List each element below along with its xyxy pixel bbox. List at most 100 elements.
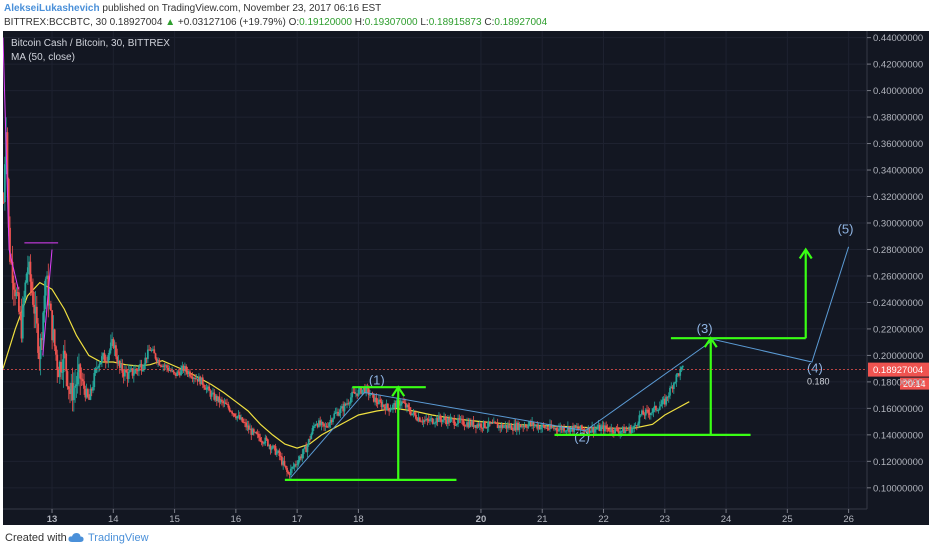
candle-body: [445, 420, 448, 425]
candle-body: [494, 421, 497, 424]
candle-body: [674, 382, 677, 384]
chart-area[interactable]: (1) (2) (3) (4) (5) 0.18927004 20:14 0.180 0.1…: [3, 31, 929, 525]
candle-body: [618, 431, 620, 434]
candle-body: [33, 304, 36, 314]
candle-body: [324, 425, 327, 427]
candle-body: [243, 422, 246, 424]
candle-body: [538, 425, 541, 430]
candle-body: [300, 456, 302, 459]
candle-body: [11, 261, 14, 284]
candle-body: [101, 356, 103, 363]
candle-body: [235, 416, 237, 419]
candle-body: [349, 397, 352, 403]
candle-body: [554, 427, 557, 429]
candle-body: [116, 356, 119, 364]
candle-body: [593, 429, 596, 433]
candle-body: [134, 369, 137, 374]
candle-body: [177, 371, 180, 373]
candle-body: [238, 415, 241, 420]
candle-body: [413, 412, 416, 415]
candle-body: [219, 399, 222, 403]
candle-body: [337, 411, 339, 416]
candle-body: [394, 403, 397, 409]
grid-lines: [3, 31, 867, 509]
candle-body: [237, 415, 240, 417]
candle-body: [88, 396, 91, 400]
candle-body: [199, 376, 202, 385]
candle-body: [635, 425, 638, 427]
candle-body: [206, 386, 209, 388]
candle-body: [245, 422, 248, 428]
candle-body: [605, 425, 608, 429]
candle-body: [215, 395, 218, 402]
candle-body: [357, 389, 360, 396]
author-link[interactable]: AlekseiLukashevich: [4, 3, 100, 14]
candle-body: [318, 420, 320, 427]
candle-body: [504, 425, 507, 427]
candle-body: [112, 339, 115, 348]
candle-body: [21, 304, 24, 339]
time-tick-label: 25: [782, 514, 793, 525]
candle-body: [292, 466, 295, 468]
candle-body: [152, 349, 154, 351]
candle-body: [221, 399, 223, 402]
candle-body: [603, 425, 606, 432]
candle-body: [678, 373, 680, 376]
candle-body: [316, 424, 319, 427]
time-axis[interactable]: 13 14 15 16 17 18 20 21 22 23 24 25 26: [3, 508, 867, 525]
candle-body: [148, 349, 151, 351]
candle-body: [455, 423, 458, 426]
candle-body: [118, 360, 121, 368]
price-axis[interactable]: 0.10000000 0.12000000 0.14000000 0.16000000…: [866, 31, 923, 509]
candle-body: [355, 393, 357, 395]
candle-body: [138, 366, 140, 372]
last-price-label: 0.18927004: [873, 365, 923, 376]
candle-body: [65, 353, 68, 372]
time-tick-label: 18: [353, 514, 364, 525]
price-tick-label: 0.32000000: [873, 192, 923, 203]
candle-body: [249, 428, 251, 430]
candle-body: [666, 396, 669, 398]
candle-body: [606, 428, 609, 430]
candle-body: [314, 424, 317, 427]
candle-body: [94, 368, 97, 373]
candle-body: [639, 414, 642, 416]
candle-body: [420, 421, 422, 423]
candle-body: [297, 460, 300, 465]
candle-body: [526, 427, 528, 428]
tradingview-brand[interactable]: TradingView: [88, 532, 149, 544]
ticker-overlay: [3, 37, 59, 356]
candle-body: [131, 368, 134, 376]
wave-projection: (1) (2) (3) (4) (5): [290, 222, 853, 478]
candle-body: [549, 424, 551, 430]
candle-body: [612, 432, 615, 434]
candle-body: [198, 376, 200, 382]
candle-body: [284, 465, 287, 468]
candle-body: [510, 425, 513, 430]
candle-body: [328, 423, 331, 427]
candle-body: [43, 295, 46, 313]
candle-body: [408, 407, 411, 412]
indicator-label[interactable]: MA (50, close): [11, 52, 75, 63]
candle-body: [647, 409, 650, 413]
candle-body: [543, 426, 546, 429]
candle-body: [665, 396, 668, 405]
candle-body: [44, 278, 47, 296]
candle-body: [501, 424, 504, 428]
candle-body: [325, 425, 328, 427]
candle-body: [369, 394, 371, 396]
candle-body: [115, 345, 117, 357]
candle-body: [76, 372, 79, 385]
price-tick-label: 0.34000000: [873, 166, 923, 177]
candle-body: [341, 406, 343, 409]
candle-body: [15, 292, 18, 297]
candle-body: [619, 431, 622, 434]
candle-body: [641, 410, 643, 415]
candle-body: [200, 377, 203, 385]
price-chart[interactable]: (1) (2) (3) (4) (5) 0.18927004 20:14 0.180 0.1…: [3, 31, 929, 525]
candle-body: [537, 425, 540, 429]
candle-body: [575, 427, 578, 429]
price-tick-label: 0.10000000: [873, 483, 923, 494]
candle-body: [652, 408, 655, 413]
candle-body: [191, 377, 194, 379]
